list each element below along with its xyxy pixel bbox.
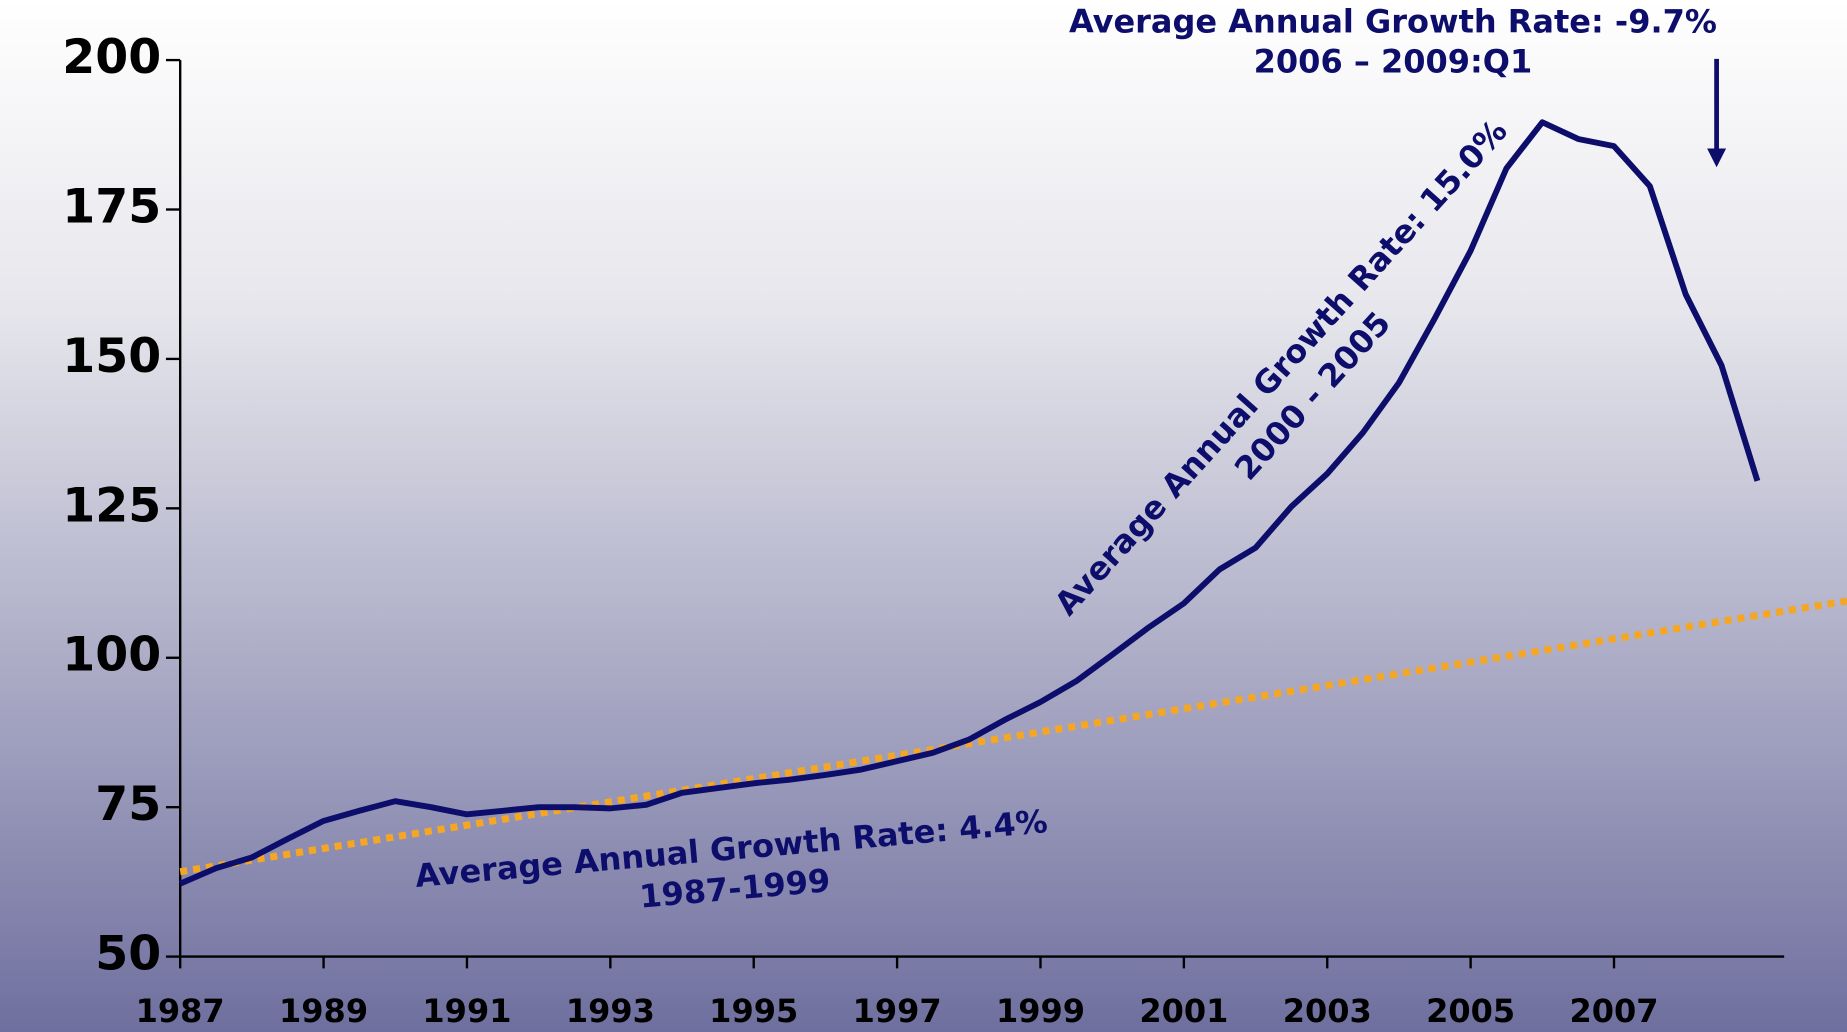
x-tick-label: 1993 bbox=[566, 992, 655, 1030]
annotation: Average Annual Growth Rate: -9.7%2006 – … bbox=[1069, 3, 1717, 81]
annotation-text: 2006 – 2009:Q1 bbox=[1254, 43, 1533, 81]
y-tick-label: 150 bbox=[62, 329, 161, 384]
annotation-text: Average Annual Growth Rate: -9.7% bbox=[1069, 3, 1717, 41]
y-tick-label: 200 bbox=[62, 30, 161, 85]
x-tick-label: 2003 bbox=[1283, 992, 1372, 1030]
x-tick-label: 2005 bbox=[1426, 992, 1515, 1030]
x-tick-label: 1987 bbox=[136, 992, 225, 1030]
x-tick-label: 2001 bbox=[1139, 992, 1228, 1030]
y-tick-label: 75 bbox=[95, 777, 161, 832]
arrow-head bbox=[1707, 148, 1727, 168]
x-tick-label: 1997 bbox=[853, 992, 942, 1030]
y-tick-label: 100 bbox=[62, 628, 161, 683]
x-tick-label: 1989 bbox=[279, 992, 368, 1030]
y-tick-label: 175 bbox=[62, 180, 161, 235]
x-tick-label: 2007 bbox=[1569, 992, 1658, 1030]
series-line bbox=[179, 119, 1761, 887]
x-tick-label: 1991 bbox=[422, 992, 511, 1030]
y-tick-label: 125 bbox=[62, 478, 161, 533]
x-tick-label: 1995 bbox=[709, 992, 798, 1030]
y-tick-label: 50 bbox=[95, 927, 161, 982]
x-tick-label: 1999 bbox=[996, 992, 1085, 1030]
